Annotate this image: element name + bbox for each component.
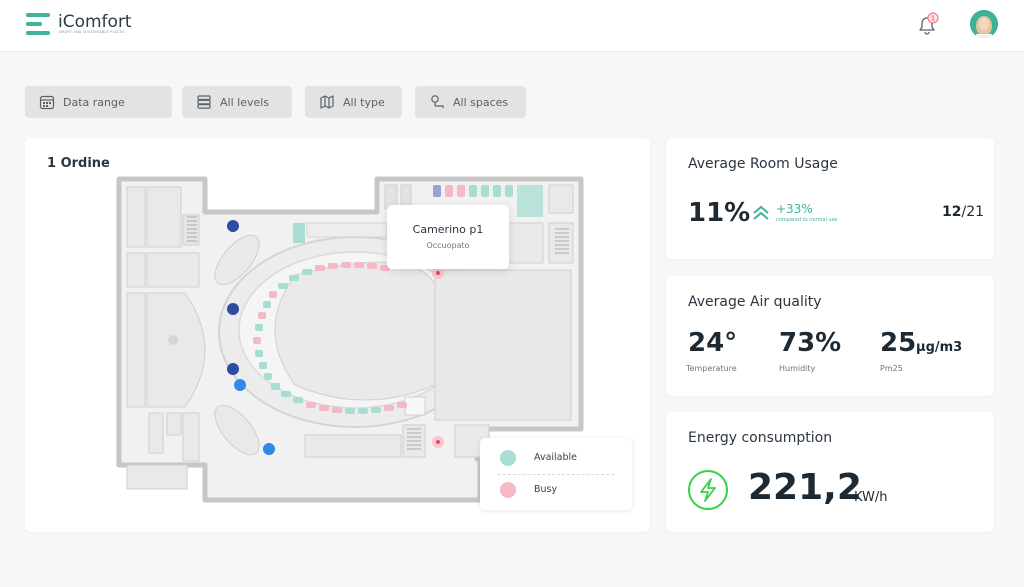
logo-icon[interactable] [26,13,52,39]
lightning-bolt-icon [688,470,728,510]
room-usage-trend-caption: compared to normal use [776,217,838,223]
spaces-filter[interactable]: All spaces [415,86,526,118]
busy-dot-icon [500,482,516,498]
location-pin-icon [431,95,444,108]
room-usage-title: Average Room Usage [688,156,838,172]
room-usage-count: 12/21 [942,204,984,220]
app-name: iComfort [58,12,132,32]
temperature-value: 24° [688,328,738,358]
humidity-label: Humidity [779,364,816,373]
energy-unit: KW/h [854,490,888,505]
energy-value: 221,2 [748,467,862,508]
pm-value: 25 [880,328,917,358]
room-usage-card: Average Room Usage 11% +33% compared to … [666,138,994,259]
energy-title: Energy consumption [688,430,833,446]
map-fold-icon [320,95,334,109]
map-legend: Available Busy [480,438,632,510]
floor-title: 1 Ordine [47,156,110,171]
levels-filter[interactable]: All levels [182,86,292,118]
humidity-value: 73% [779,328,842,358]
rooms-total: 21 [966,204,985,220]
floor-map-card: 1 Ordine [25,138,650,532]
levels-label: All levels [220,95,270,109]
spaces-label: All spaces [453,95,509,109]
notification-count: 1 [931,15,935,23]
room-usage-value: 11% [688,198,751,228]
room-usage-trend: +33% [776,202,813,216]
date-range-filter[interactable]: Data range [25,86,172,118]
app-tagline: SMART AND SUSTAINABLE PLACES [59,30,125,34]
pm-label: Pm25 [880,364,903,373]
date-range-label: Data range [63,95,125,109]
top-bar: iComfort SMART AND SUSTAINABLE PLACES 1 [0,0,1024,52]
layers-icon [197,95,211,109]
room-tooltip: Camerino p1 Occuopato [387,205,509,269]
user-avatar[interactable] [970,10,998,38]
notifications-bell-icon[interactable]: 1 [914,12,940,42]
type-filter[interactable]: All type [305,86,402,118]
available-dot-icon [500,450,516,466]
rooms-used: 12 [942,204,962,220]
tooltip-room-status: Occuopato [426,241,470,250]
energy-card: Energy consumption 221,2 KW/h [666,412,994,532]
pm-unit: µg/m3 [916,340,963,355]
trend-up-icon [753,205,769,220]
air-quality-card: Average Air quality 24° Temperature 73% … [666,276,994,396]
legend-available-label: Available [534,452,578,463]
tooltip-room-name: Camerino p1 [412,223,484,236]
air-quality-title: Average Air quality [688,294,822,310]
calendar-icon [39,95,55,110]
temperature-label: Temperature [686,364,737,373]
legend-divider [498,474,614,475]
rooms-separator: / [961,204,967,220]
legend-busy-label: Busy [534,484,558,495]
type-label: All type [343,95,385,109]
